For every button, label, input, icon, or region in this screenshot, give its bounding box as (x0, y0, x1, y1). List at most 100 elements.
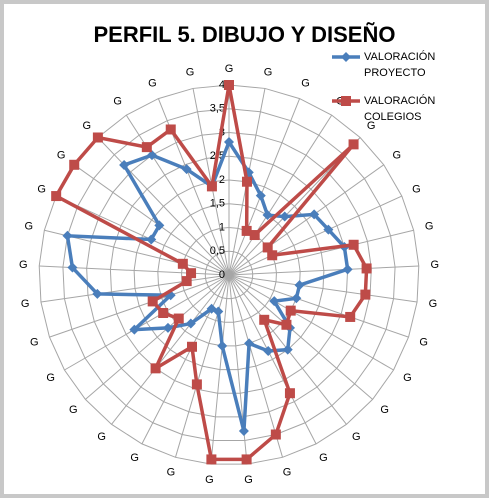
marker (281, 319, 292, 330)
category-label: G (264, 67, 273, 79)
r-tick-label: 0,5 (210, 245, 225, 257)
marker (147, 296, 158, 307)
marker (282, 344, 293, 355)
category-label: G (130, 452, 139, 464)
category-label: G (244, 474, 253, 486)
chart-title: PERFIL 5. DIBUJO Y DISEÑO (93, 22, 396, 47)
category-label: G (367, 120, 376, 132)
category-label: G (412, 183, 421, 195)
marker (270, 429, 281, 440)
category-label: G (319, 452, 328, 464)
category-label: G (430, 259, 439, 271)
marker (206, 181, 217, 192)
category-label: G (97, 431, 106, 443)
spoke (228, 195, 403, 276)
category-label: G (21, 298, 30, 310)
category-label: G (225, 63, 234, 75)
marker (241, 225, 252, 236)
category-label: G (425, 220, 434, 232)
marker (146, 234, 157, 245)
category-label: G (393, 149, 402, 161)
category-label: G (403, 372, 412, 384)
marker (162, 322, 173, 333)
series-line (65, 138, 350, 432)
grid-ring (109, 155, 349, 394)
marker (348, 139, 359, 150)
marker (309, 209, 320, 220)
spoke (73, 164, 230, 276)
marker (285, 305, 296, 316)
marker (262, 210, 273, 221)
legend-marker (341, 52, 351, 62)
grid-ring (86, 131, 372, 418)
legend-marker (341, 96, 351, 106)
spoke (64, 274, 230, 371)
marker (323, 224, 334, 235)
marker (181, 276, 192, 287)
marker (284, 388, 295, 399)
category-label: G (429, 298, 438, 310)
grid-ring (204, 250, 254, 300)
spoke (228, 274, 409, 338)
category-label: G (148, 78, 157, 90)
category-label: G (19, 259, 28, 271)
marker (51, 191, 62, 202)
marker (177, 258, 188, 269)
marker (154, 220, 165, 231)
marker (294, 280, 305, 291)
category-label: G (380, 404, 389, 416)
r-tick-label: 4 (219, 79, 225, 91)
marker (62, 230, 73, 241)
marker (267, 250, 278, 261)
marker (262, 242, 273, 253)
r-tick-label: 1,5 (210, 198, 225, 210)
marker (360, 289, 371, 300)
spoke (228, 274, 284, 458)
spoke (40, 274, 230, 303)
marker (186, 341, 197, 352)
category-label: G (301, 78, 310, 90)
spoke (174, 274, 230, 458)
marker (241, 454, 252, 465)
marker (129, 324, 140, 335)
marker (173, 313, 184, 324)
spoke (228, 265, 419, 276)
spoke (228, 114, 333, 276)
marker (342, 264, 353, 275)
marker (146, 150, 157, 161)
category-label: G (30, 336, 39, 348)
category-label: G (419, 336, 428, 348)
marker (291, 293, 302, 304)
r-tick-label: 2 (219, 174, 225, 186)
marker (69, 159, 80, 170)
spoke (141, 274, 230, 445)
marker (249, 230, 260, 241)
category-label: G (113, 96, 122, 108)
grid-ring (62, 108, 396, 441)
category-label: G (83, 120, 92, 132)
grid-ring (157, 203, 301, 347)
marker (185, 318, 196, 329)
marker (165, 124, 176, 135)
marker (191, 379, 202, 390)
marker (269, 296, 280, 307)
marker (224, 137, 234, 147)
marker (345, 311, 356, 322)
marker (224, 80, 234, 90)
marker (217, 340, 228, 351)
spoke (228, 274, 373, 400)
marker (238, 426, 249, 437)
marker (141, 142, 152, 153)
marker (92, 288, 103, 299)
spoke (228, 274, 394, 371)
spoke (228, 274, 317, 445)
marker (150, 363, 161, 374)
marker (92, 132, 103, 143)
spoke (55, 195, 230, 276)
spoke (228, 98, 301, 276)
category-label: G (46, 372, 55, 384)
marker (259, 314, 270, 325)
legend-label: VALORACIÓN PROYECTO (364, 51, 436, 79)
spoke (210, 274, 230, 465)
marker (244, 338, 255, 349)
